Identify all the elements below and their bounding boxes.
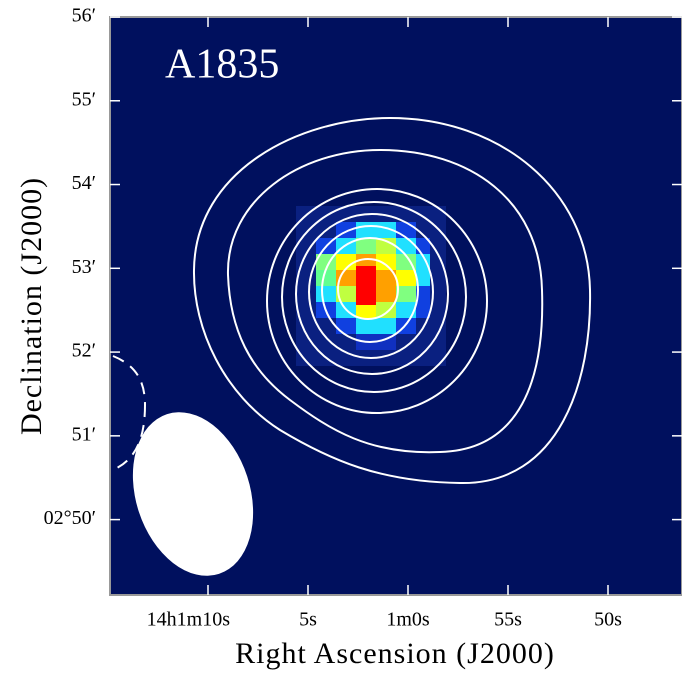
y-tick-label: 51′ xyxy=(72,423,96,445)
y-tick-label: 52′ xyxy=(72,340,96,362)
y-tick-label: 53′ xyxy=(72,256,96,278)
y-tick-label: 55′ xyxy=(72,88,96,110)
image-area xyxy=(110,17,682,595)
x-tick-label: 50s xyxy=(594,609,622,631)
x-tick-label: 1m0s xyxy=(386,609,430,631)
y-tick-label: 56′ xyxy=(72,5,96,27)
chart: A1835 Right Ascension (J2000) Declinatio… xyxy=(0,0,682,673)
x-tick-label: 5s xyxy=(299,609,317,631)
y-tick-label: 54′ xyxy=(72,172,96,194)
y-tick-label: 02°50′ xyxy=(44,507,96,529)
x-tick-label: 14h1m10s xyxy=(147,609,231,631)
x-tick-label: 55s xyxy=(494,609,522,631)
x-axis-label: Right Ascension (J2000) xyxy=(235,637,555,670)
y-axis-label: Declination (J2000) xyxy=(15,177,48,435)
chart-title: A1835 xyxy=(165,42,279,88)
